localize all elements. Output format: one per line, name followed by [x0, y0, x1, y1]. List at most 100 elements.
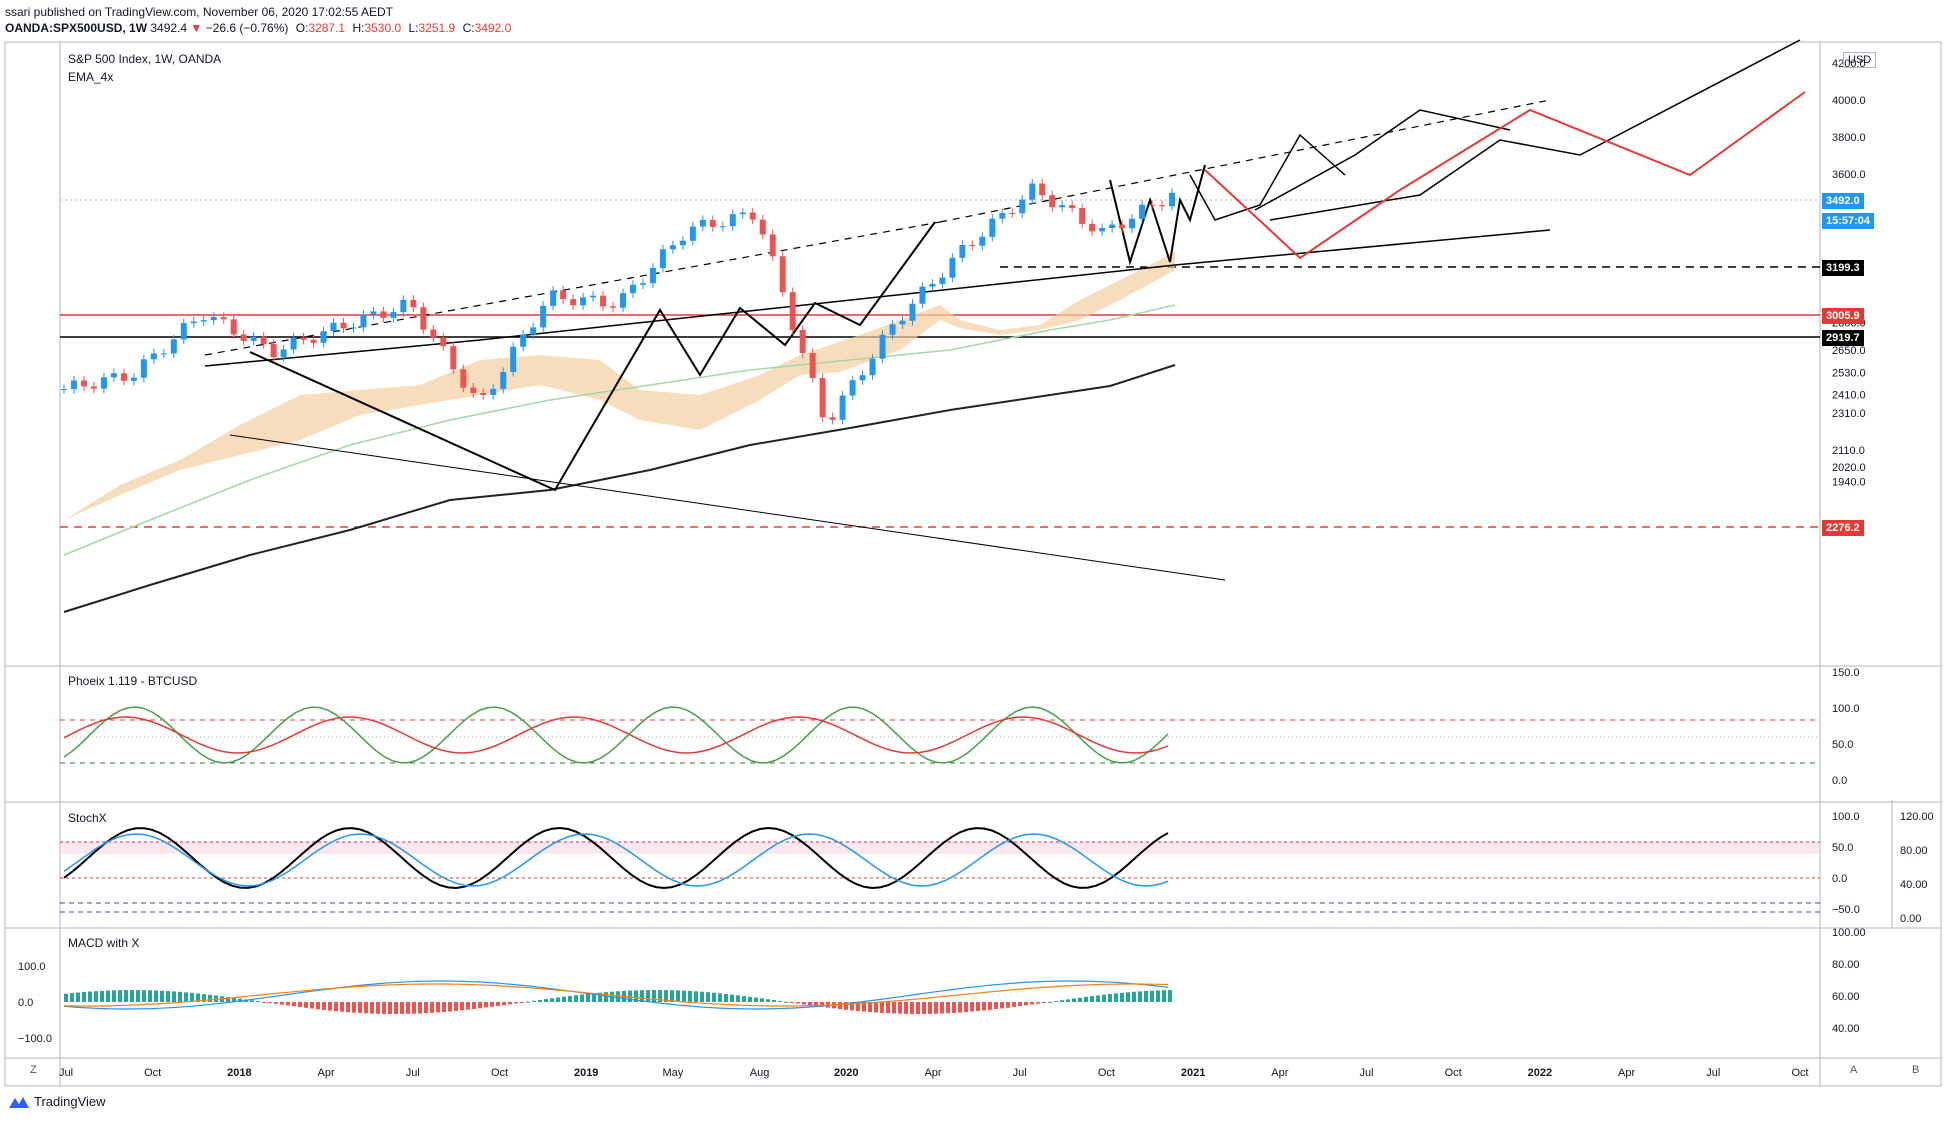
candle-body: [949, 257, 956, 278]
symbol-name[interactable]: OANDA:SPX500USD, 1W: [5, 21, 148, 35]
macd-histogram-bar: [388, 1002, 392, 1014]
candle-body: [420, 307, 427, 330]
macd-histogram-bar: [70, 993, 74, 1002]
low-label: L:: [408, 21, 419, 35]
candle-body: [160, 353, 167, 355]
macd-histogram-bar: [508, 1002, 512, 1005]
macd-histogram-bar: [700, 991, 704, 1002]
candle-body: [999, 213, 1006, 219]
macd-histogram-bar: [520, 1002, 524, 1003]
candle-body: [1099, 228, 1106, 232]
macd-histogram-bar: [760, 998, 764, 1002]
macd-histogram-bar: [352, 1002, 356, 1013]
candle-body: [819, 378, 826, 418]
candle-body: [839, 395, 846, 420]
macd-histogram-bar: [1066, 999, 1070, 1002]
main-pane-title: S&P 500 Index, 1W, OANDA: [68, 52, 222, 66]
candle-body: [739, 212, 746, 215]
macd-histogram-bar: [772, 1000, 776, 1002]
macd-histogram-bar: [64, 993, 68, 1002]
candle-body: [590, 295, 597, 298]
candle-body: [1049, 195, 1056, 208]
candle-body: [829, 417, 836, 420]
macd-histogram-bar: [82, 992, 86, 1002]
time-axis-label: 2022: [1528, 1067, 1552, 1079]
time-axis-label: 2019: [574, 1067, 598, 1079]
candle-body: [709, 220, 716, 227]
macd-histogram-bar: [964, 1002, 968, 1013]
tradingview-footer[interactable]: TradingView: [8, 1094, 106, 1109]
countdown-tag: 15:57:04: [1822, 213, 1875, 229]
macd-histogram-bar: [730, 994, 734, 1002]
candle-body: [240, 334, 247, 341]
candle-body: [779, 256, 786, 293]
macd-histogram-bar: [226, 997, 230, 1002]
candle-body: [130, 377, 137, 381]
bar-scale-toggle[interactable]: B: [1912, 1064, 1920, 1076]
macd-histogram-bar: [670, 990, 674, 1002]
macd-signal-line: [63, 983, 1169, 1007]
projection-red: [1204, 91, 1806, 260]
candle-body: [729, 214, 736, 227]
macd-histogram-bar: [286, 1002, 290, 1006]
candle-body: [400, 299, 407, 313]
last-price: 3492.4: [150, 21, 188, 35]
macd-histogram-bar: [856, 1002, 860, 1011]
time-axis[interactable]: Jul Oct 2018 Apr Jul Oct 2019 May Aug 2020 Apr Jul O…: [59, 1067, 1809, 1079]
candle-body: [719, 226, 726, 228]
macd-right-axis-label: 80.00: [1832, 959, 1860, 971]
price-axis-label: 2020.0: [1832, 462, 1866, 474]
macd-histogram-bar: [274, 1002, 278, 1004]
price-axis-label: 2310.0: [1832, 408, 1866, 420]
macd-histogram-bar: [160, 990, 164, 1002]
candle-body: [959, 245, 966, 258]
candle-body: [230, 319, 237, 335]
macd-histogram-bar: [436, 1002, 440, 1013]
phoenix-green-line: [63, 706, 1169, 764]
time-axis-label: Apr: [924, 1067, 941, 1079]
macd-histogram-bar: [844, 1002, 848, 1010]
candle-body: [510, 346, 517, 372]
macd-histogram-bar: [298, 1002, 302, 1008]
macd-histogram-bar: [682, 990, 686, 1002]
macd-histogram-bar: [394, 1002, 398, 1014]
candle-body: [410, 299, 417, 308]
macd-histogram-bar: [1132, 991, 1136, 1002]
candle-body: [809, 352, 816, 379]
candle-body: [520, 334, 527, 347]
time-axis-label: Jul: [1706, 1067, 1720, 1079]
auto-scale-toggle[interactable]: A: [1850, 1064, 1858, 1076]
macd-histogram-bar: [400, 1002, 404, 1014]
macd-histogram-bar: [1072, 998, 1076, 1002]
currency-label[interactable]: USD: [1843, 52, 1877, 68]
current-price-tag: 3492.0: [1822, 193, 1864, 209]
macd-histogram-bar: [916, 1002, 920, 1014]
candle-body: [1109, 224, 1116, 229]
macd-histogram-bar: [1060, 1000, 1064, 1002]
macd-histogram-bar: [940, 1002, 944, 1014]
macd-histogram-bar: [550, 998, 554, 1002]
candle-body: [939, 277, 946, 284]
macd-histogram-bar: [820, 1002, 824, 1007]
candle-body: [440, 337, 447, 347]
candle-body: [749, 212, 756, 220]
macd-histogram-bar: [532, 1000, 536, 1002]
candle-body: [969, 245, 976, 247]
ema-200-line: [63, 364, 1176, 613]
macd-histogram-bar: [736, 995, 740, 1002]
macd-histogram-bar: [502, 1002, 506, 1006]
macd-histogram-bar: [346, 1002, 350, 1013]
macd-histogram-bar: [676, 990, 680, 1002]
price-axis[interactable]: 4200.04000.03800.03600.02800.02650.02530…: [1832, 58, 1866, 489]
macd-histogram-bar: [1048, 1001, 1052, 1003]
macd-histogram-bar: [148, 990, 152, 1002]
phoenix-axis-label: 150.0: [1832, 667, 1860, 679]
high-label: H:: [352, 21, 365, 35]
zoom-toggle[interactable]: Z: [30, 1064, 37, 1076]
candle-body: [989, 218, 996, 237]
macd-histogram-bar: [748, 996, 752, 1002]
indicator-axes: 150.0 100.0 50.0 0.0 100.0 50.0 0.0 −50.0 120.00…: [18, 667, 1934, 1045]
candle-body: [879, 334, 886, 359]
candle-body: [190, 321, 197, 324]
